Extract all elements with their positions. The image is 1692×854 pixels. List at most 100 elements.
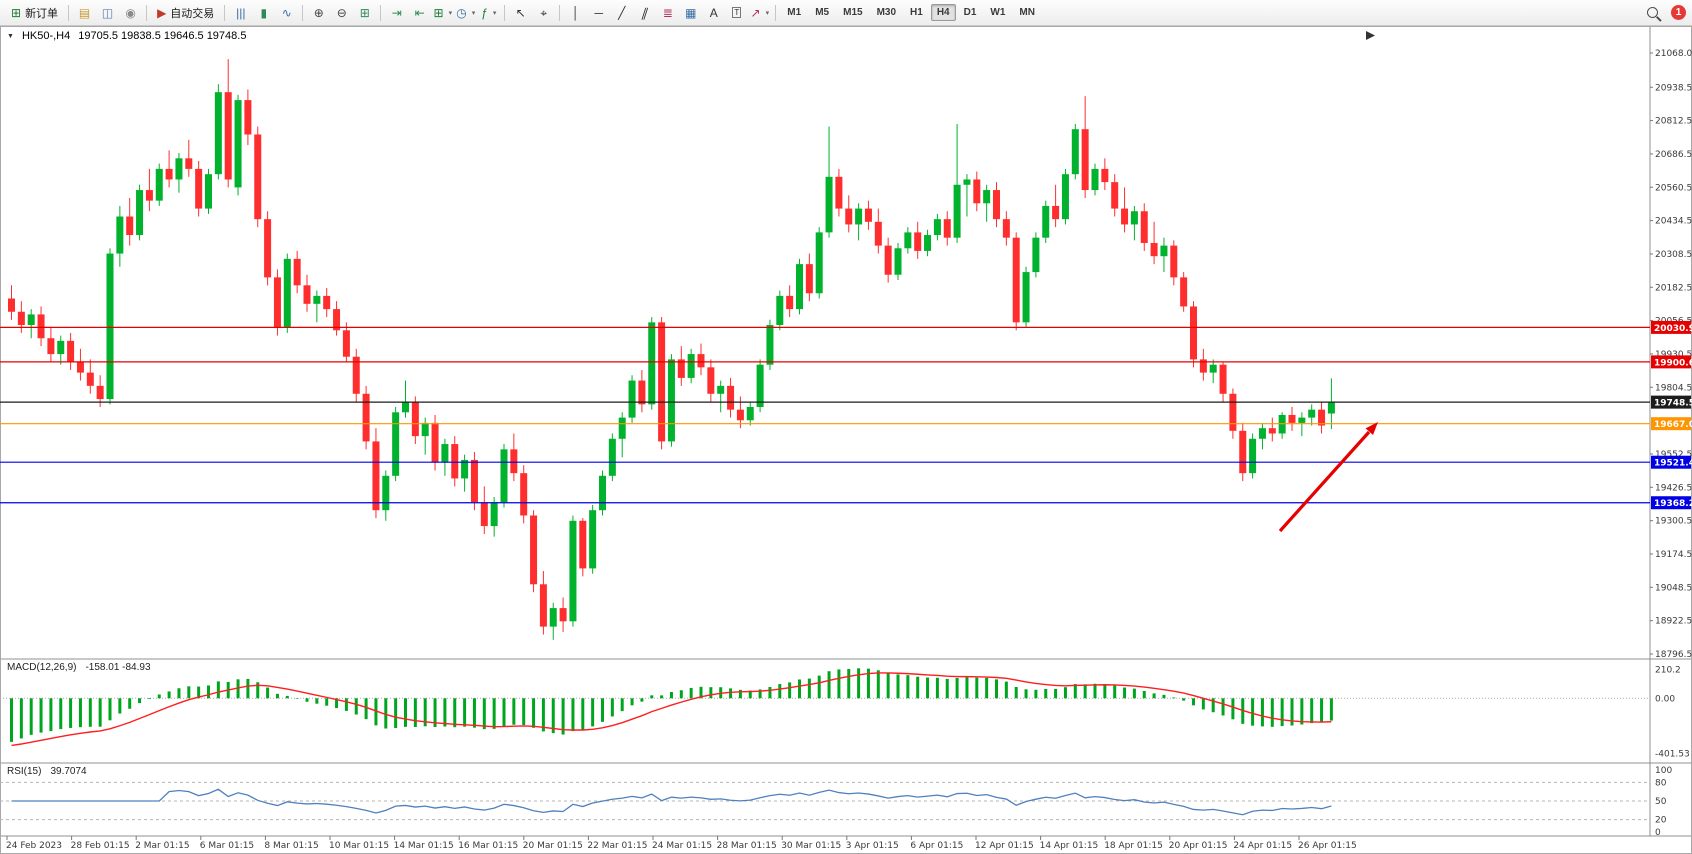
chart-shift-marker[interactable]: [1366, 31, 1375, 40]
new-order-button[interactable]: ⊞ 新订单: [6, 3, 63, 23]
svg-text:210.2: 210.2: [1655, 665, 1681, 675]
zoom-out-button[interactable]: ⊖: [331, 3, 352, 23]
svg-text:80: 80: [1655, 778, 1667, 788]
timeframe-m1-button[interactable]: M1: [787, 7, 802, 18]
svg-text:0.00: 0.00: [1655, 694, 1675, 704]
svg-text:24 Apr 01:15: 24 Apr 01:15: [1233, 841, 1292, 851]
arrow-objects-icon: ↗: [750, 5, 761, 20]
price-chart[interactable]: 21068.0 20938.5 20812.5 20686.5 20560.5 20434…: [0, 26, 1692, 854]
candle-chart-type-button[interactable]: ▮: [253, 3, 274, 23]
indicators-button[interactable]: ƒ ▾: [478, 3, 499, 23]
chevron-down-icon: ▾: [471, 9, 476, 17]
horizontal-line-icon: ─: [594, 5, 604, 20]
channel-icon: ∥: [639, 5, 651, 20]
timeframe-h4-button[interactable]: H4: [930, 4, 956, 21]
search-icon: [1647, 7, 1658, 18]
horizontal-lines[interactable]: 20030.9 19900.6 19748.5 19667.0 19521.4 19368…: [0, 320, 1692, 510]
line-chart-type-button[interactable]: ∿: [276, 3, 297, 23]
svg-text:26 Apr 01:15: 26 Apr 01:15: [1298, 841, 1357, 851]
svg-text:20 Apr 01:15: 20 Apr 01:15: [1169, 841, 1228, 851]
data-window-button[interactable]: ◫: [97, 3, 118, 23]
svg-text:10 Mar 01:15: 10 Mar 01:15: [329, 841, 389, 851]
svg-text:20030.9: 20030.9: [1654, 324, 1692, 334]
timeframe-m5-button[interactable]: M5: [815, 7, 830, 18]
navigator-button[interactable]: ◉: [120, 3, 141, 23]
toolbar-separator: [302, 4, 304, 21]
line-chart-icon: ∿: [281, 5, 292, 20]
chevron-down-icon[interactable]: ▼: [7, 32, 14, 40]
candlestick-series: [8, 59, 1335, 640]
label-icon: T: [732, 7, 742, 18]
toolbar-separator: [380, 4, 382, 21]
indicators-icon: ƒ: [481, 5, 488, 20]
chart-shift-button[interactable]: ⇤: [409, 3, 430, 23]
new-chart-button[interactable]: ⊞ ▾: [432, 3, 453, 23]
svg-text:20: 20: [1655, 816, 1667, 826]
periods-button[interactable]: ◷ ▾: [455, 3, 476, 23]
toolbar-separator: [224, 4, 226, 21]
zoom-in-icon: ⊕: [313, 5, 324, 20]
tile-windows-button[interactable]: ⊞: [354, 3, 375, 23]
toolbar: ⊞ 新订单 ▤ ◫ ◉ ▶ 自动交易 ||| ▮ ∿ ⊕ ⊖ ⊞ ⇥ ⇤ ⊞ ▾ ◷ ▾ ƒ ▾ ↖ ⌖ │ ─ ╱ ∥ ≣ ▦ A T ↗ ▾…: [0, 0, 1692, 26]
fibonacci-button[interactable]: ≣: [657, 3, 678, 23]
svg-text:24 Feb 2023: 24 Feb 2023: [6, 841, 62, 851]
auto-scroll-icon: ⇥: [391, 5, 402, 20]
svg-text:20938.5: 20938.5: [1655, 83, 1692, 93]
svg-text:19368.2: 19368.2: [1654, 499, 1692, 509]
svg-text:12 Apr 01:15: 12 Apr 01:15: [975, 841, 1034, 851]
market-watch-button[interactable]: ▤: [74, 3, 95, 23]
svg-text:16 Mar 01:15: 16 Mar 01:15: [458, 841, 518, 851]
svg-text:20812.5: 20812.5: [1655, 117, 1692, 127]
svg-text:19174.5: 19174.5: [1655, 550, 1692, 560]
toolbar-separator: [559, 4, 561, 21]
macd-panel: 210.2 0.00 -401.53: [0, 665, 1690, 759]
timeframe-h1-button[interactable]: H1: [910, 7, 923, 18]
price-axis[interactable]: 21068.0 20938.5 20812.5 20686.5 20560.5 20434…: [1650, 49, 1692, 660]
horizontal-line-button[interactable]: ─: [588, 3, 609, 23]
svg-text:21068.0: 21068.0: [1655, 49, 1692, 59]
svg-text:19426.5: 19426.5: [1655, 483, 1692, 493]
cursor-button[interactable]: ↖: [510, 3, 531, 23]
svg-text:19048.5: 19048.5: [1655, 583, 1692, 593]
label-button[interactable]: T: [726, 3, 747, 23]
trend-arrow[interactable]: [1278, 422, 1378, 533]
search-button[interactable]: [1642, 3, 1663, 23]
chart-shift-icon: ⇤: [414, 5, 425, 20]
svg-text:20560.5: 20560.5: [1655, 183, 1692, 193]
chart-frame: [0, 26, 1692, 854]
toolbar-separator: [775, 4, 777, 21]
clock-icon: ◷: [456, 5, 467, 20]
svg-text:18796.5: 18796.5: [1655, 650, 1692, 660]
fibonacci-icon: ≣: [662, 5, 673, 20]
timeframe-w1-button[interactable]: W1: [990, 7, 1006, 18]
timeframe-mn-button[interactable]: MN: [1019, 7, 1035, 18]
toolbar-separator: [68, 4, 70, 21]
autotrading-button[interactable]: ▶ 自动交易: [152, 3, 219, 23]
svg-text:18922.5: 18922.5: [1655, 617, 1692, 627]
svg-text:19930.5: 19930.5: [1655, 350, 1692, 360]
autotrading-button-label: 自动交易: [170, 7, 215, 20]
time-axis[interactable]: 24 Feb 2023 28 Feb 01:15 2 Mar 01:15 6 Mar …: [6, 836, 1357, 851]
channel-button[interactable]: ∥: [634, 3, 655, 23]
timeframe-m15-button[interactable]: M15: [843, 7, 863, 18]
bar-chart-type-button[interactable]: |||: [230, 3, 251, 23]
arrows-button[interactable]: ↗ ▾: [749, 3, 770, 23]
svg-text:14 Apr 01:15: 14 Apr 01:15: [1040, 841, 1099, 851]
vertical-line-button[interactable]: │: [565, 3, 586, 23]
svg-text:19804.5: 19804.5: [1655, 383, 1692, 393]
bar-chart-icon: |||: [236, 5, 246, 20]
zoom-in-button[interactable]: ⊕: [308, 3, 329, 23]
text-button[interactable]: A: [703, 3, 724, 23]
notification-badge[interactable]: 1: [1671, 5, 1686, 20]
timeframe-d1-button[interactable]: D1: [963, 7, 977, 18]
trendline-icon: ╱: [618, 5, 626, 20]
auto-scroll-button[interactable]: ⇥: [386, 3, 407, 23]
navigator-icon: ◉: [125, 5, 136, 20]
trendline-button[interactable]: ╱: [611, 3, 632, 23]
crosshair-button[interactable]: ⌖: [533, 3, 554, 23]
svg-text:30 Mar 01:15: 30 Mar 01:15: [781, 841, 841, 851]
svg-text:19300.5: 19300.5: [1655, 517, 1692, 527]
shapes-button[interactable]: ▦: [680, 3, 701, 23]
timeframe-m30-button[interactable]: M30: [876, 7, 897, 18]
